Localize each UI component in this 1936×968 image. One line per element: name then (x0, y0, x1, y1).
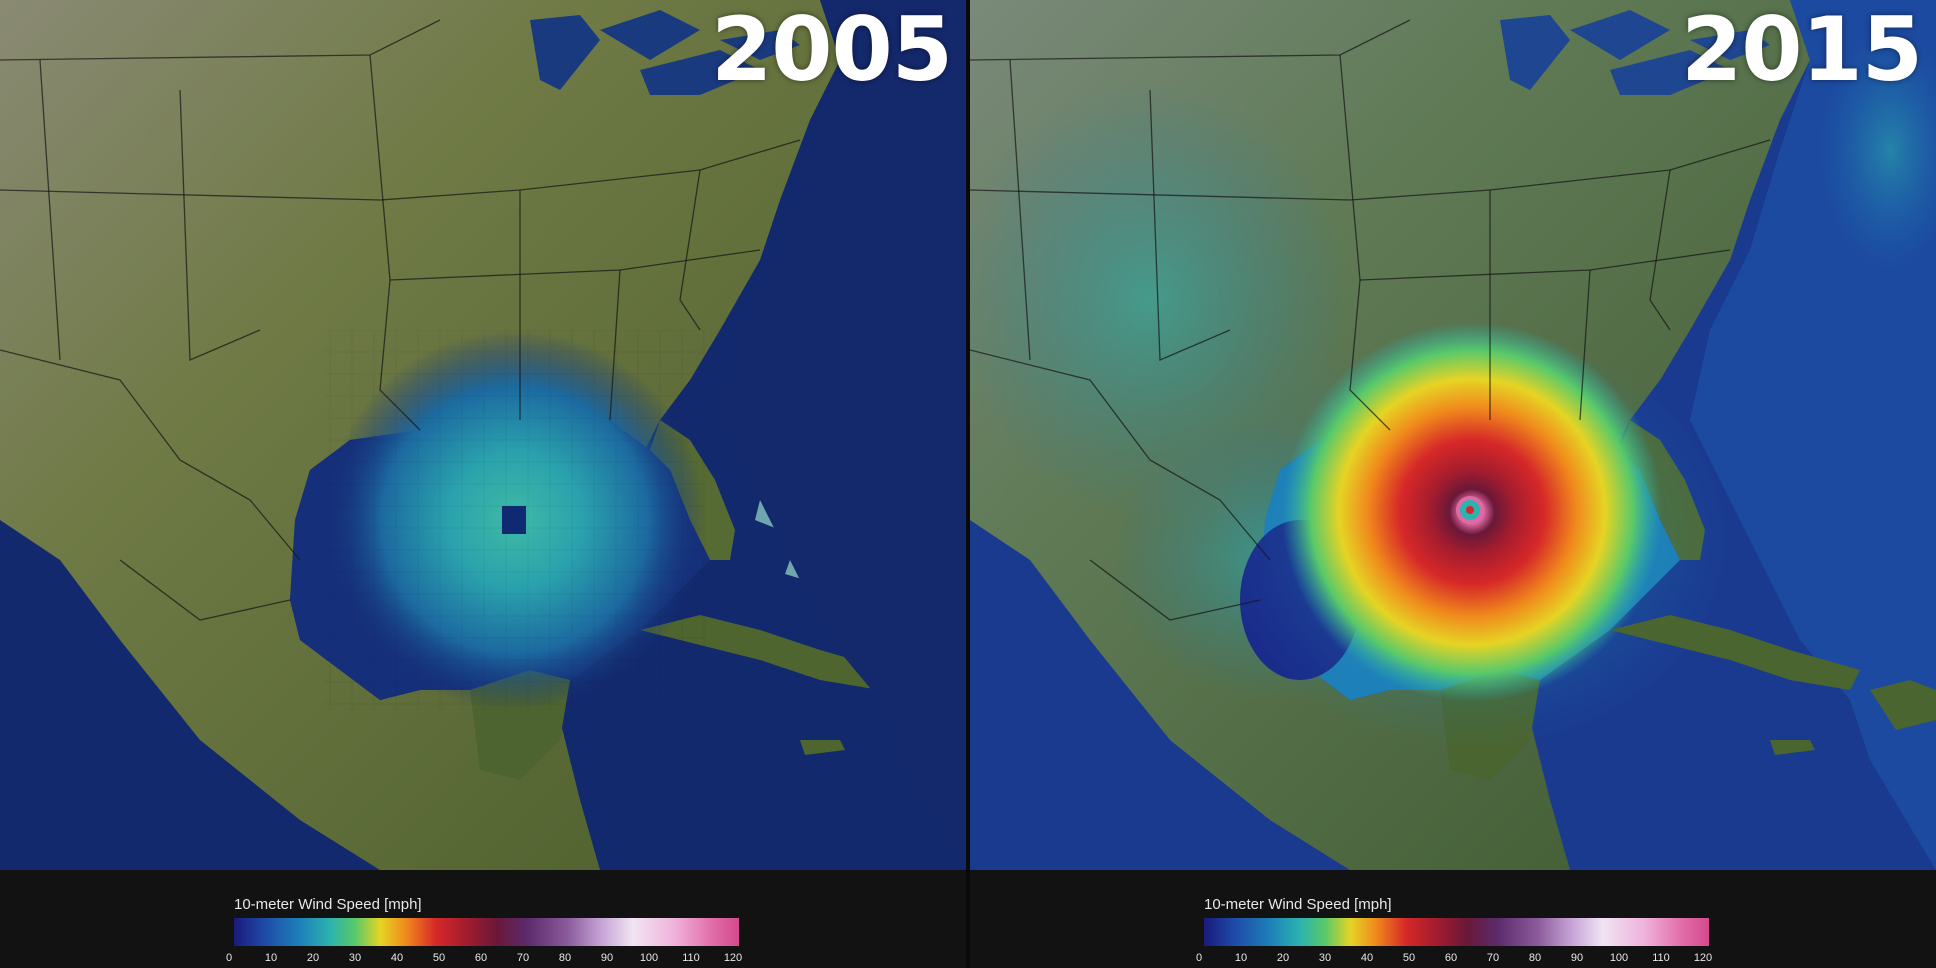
tick-label: 80 (1528, 952, 1542, 964)
legend-title: 10-meter Wind Speed [mph] (234, 896, 422, 913)
tick-label: 100 (1609, 952, 1629, 964)
tick-label: 0 (1195, 952, 1203, 964)
tick-label: 20 (306, 952, 320, 964)
tick-label: 60 (474, 952, 488, 964)
atlantic-ocean (720, 0, 966, 870)
landmass-north-america (0, 0, 840, 870)
great-lakes (530, 10, 800, 95)
panel-divider (966, 0, 970, 968)
tick-label: 70 (516, 952, 530, 964)
state-borders (970, 19, 1771, 621)
tick-label: 120 (1693, 952, 1713, 964)
storm-eye-2005 (502, 506, 526, 534)
tick-label: 30 (1318, 952, 1332, 964)
tick-label: 40 (390, 952, 404, 964)
map-panel-2015: 2015 10-meter Wind Speed [mph] 0 10 20 3… (970, 0, 1936, 968)
great-lakes (1500, 10, 1770, 95)
tick-label: 50 (1402, 952, 1416, 964)
legend-title: 10-meter Wind Speed [mph] (1204, 896, 1392, 913)
tick-label: 0 (225, 952, 233, 964)
tick-label: 90 (600, 952, 614, 964)
tick-label: 110 (1652, 952, 1670, 964)
tick-label: 10 (1234, 952, 1248, 964)
tick-label: 110 (682, 952, 700, 964)
map-panel-2005: 2005 10-meter Wind Speed [mph] 0 10 20 3… (0, 0, 966, 968)
wind-field-atlantic (1820, 30, 1936, 270)
tick-label: 60 (1444, 952, 1458, 964)
tick-label: 100 (639, 952, 659, 964)
year-label-2015: 2015 (1681, 0, 1923, 101)
landmass-cuba (1610, 615, 1860, 690)
tick-label: 120 (723, 952, 743, 964)
state-borders (0, 19, 801, 621)
map-2005 (0, 0, 966, 870)
tick-label: 70 (1486, 952, 1500, 964)
colorbar (1204, 918, 1709, 946)
tick-label: 20 (1276, 952, 1290, 964)
landmass-bahamas (755, 500, 810, 580)
colorbar (234, 918, 739, 946)
tick-label: 40 (1360, 952, 1374, 964)
tick-label: 80 (558, 952, 572, 964)
storm-eye-center (1466, 506, 1474, 514)
wind-field-west (970, 80, 1350, 520)
tick-label: 30 (348, 952, 362, 964)
landmass-jamaica (1770, 740, 1815, 755)
landmass-hispaniola (1870, 680, 1936, 730)
tick-label: 10 (264, 952, 278, 964)
landmass-jamaica (800, 740, 845, 755)
tick-label: 50 (432, 952, 446, 964)
year-label-2005: 2005 (711, 0, 953, 101)
map-2015 (970, 0, 1936, 870)
tick-label: 90 (1570, 952, 1584, 964)
